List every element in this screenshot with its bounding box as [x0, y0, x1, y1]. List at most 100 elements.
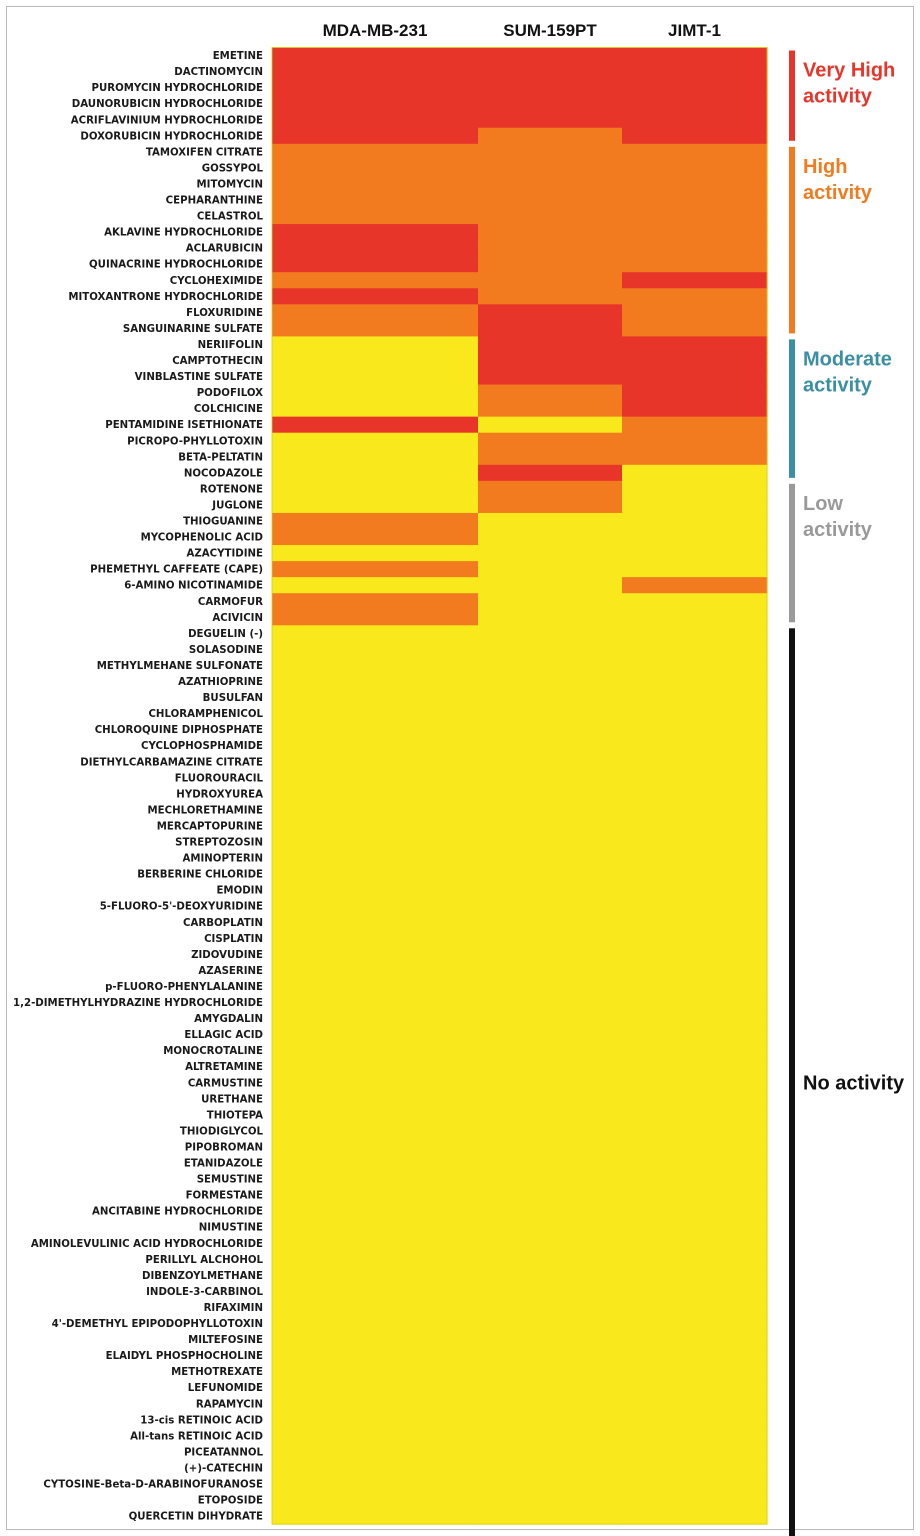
column-header: JIMT-1 — [668, 21, 721, 40]
heatmap-cell — [478, 962, 623, 979]
heatmap-cell — [478, 673, 623, 691]
heatmap-cell — [272, 1058, 479, 1076]
heatmap-cell — [622, 705, 768, 723]
heatmap-cell — [622, 1154, 768, 1172]
drug-label: DIBENZOYLMETHANE — [142, 1271, 263, 1282]
drug-label: ZIDOVUDINE — [191, 950, 263, 961]
heatmap-cell — [478, 224, 623, 241]
heatmap-cell — [272, 304, 479, 321]
heatmap-cell — [272, 63, 479, 81]
heatmap-cell — [622, 1395, 768, 1413]
column-header: MDA-MB-231 — [323, 21, 428, 40]
heatmap-cell — [478, 625, 623, 642]
drug-label: DEGUELIN (-) — [188, 629, 263, 640]
heatmap-cell — [622, 496, 768, 514]
drug-label: ELAIDYL PHOSPHOCHOLINE — [106, 1351, 263, 1362]
drug-label: LEFUNOMIDE — [188, 1383, 263, 1394]
activity-bracket — [789, 483, 795, 623]
heatmap-cell — [478, 1299, 623, 1317]
drug-label: 13-cis RETINOIC ACID — [140, 1415, 263, 1426]
activity-bracket — [789, 50, 795, 141]
heatmap-cell — [478, 1363, 623, 1381]
heatmap-cell — [272, 962, 479, 979]
heatmap-cell — [272, 1042, 479, 1060]
drug-label: RAPAMYCIN — [196, 1399, 263, 1410]
heatmap-cell — [622, 1299, 768, 1317]
heatmap-cell — [272, 1347, 479, 1365]
heatmap-cell — [478, 946, 623, 963]
activity-bracket — [789, 146, 795, 334]
heatmap-cell — [622, 737, 768, 755]
heatmap-cell — [478, 1331, 623, 1349]
heatmap-cell — [622, 1010, 768, 1028]
drug-label: QUERCETIN DIHYDRATE — [129, 1512, 263, 1523]
drug-label: PENTAMIDINE ISETHIONATE — [105, 420, 263, 431]
heatmap-cell — [478, 737, 623, 755]
heatmap-cell — [478, 432, 623, 450]
heatmap-cell — [272, 1026, 479, 1044]
heatmap-cell — [622, 994, 768, 1012]
drug-label: PHEMETHYL CAFFEATE (CAPE) — [90, 565, 263, 576]
heatmap-cell — [622, 833, 768, 851]
drug-label: AMYGDALIN — [194, 1014, 263, 1025]
heatmap-cell — [272, 208, 479, 225]
heatmap-cell — [478, 577, 623, 594]
heatmap-cell — [478, 159, 623, 177]
heatmap-cell — [622, 946, 768, 963]
heatmap-cell — [272, 256, 479, 273]
heatmap-cell — [272, 1427, 479, 1445]
heatmap-cell — [272, 432, 479, 450]
heatmap-cell — [272, 1106, 479, 1124]
drug-label: SOLASODINE — [189, 645, 263, 656]
heatmap-cell — [478, 336, 623, 354]
heatmap-cell — [272, 1283, 479, 1300]
heatmap-cell — [272, 175, 479, 193]
heatmap-cell — [272, 1475, 479, 1493]
heatmap-cell — [478, 1267, 623, 1284]
drug-label: RIFAXIMIN — [204, 1303, 263, 1314]
heatmap-cell — [272, 593, 479, 610]
heatmap-cell — [272, 801, 479, 819]
drug-label: CEPHARANTHINE — [166, 196, 263, 207]
heatmap-cell — [478, 1427, 623, 1445]
heatmap-cell — [478, 79, 623, 97]
drug-label: TAMOXIFEN CITRATE — [146, 147, 263, 158]
heatmap-cell — [622, 898, 768, 915]
heatmap-cell — [478, 256, 623, 273]
heatmap-cell — [622, 657, 768, 675]
heatmap-cell — [622, 1508, 768, 1525]
heatmap-cell — [622, 368, 768, 386]
heatmap-cell — [478, 384, 623, 402]
heatmap-cell — [272, 1251, 479, 1268]
heatmap-cell — [622, 962, 768, 979]
heatmap-cell — [272, 577, 479, 594]
heatmap-cell — [478, 898, 623, 915]
heatmap-cell — [272, 769, 479, 787]
column-header: SUM-159PT — [503, 21, 597, 40]
heatmap-cell — [272, 1508, 479, 1525]
heatmap-cell — [478, 288, 623, 305]
heatmap-cell — [272, 352, 479, 370]
heatmap-cell — [272, 95, 479, 113]
activity-level-label: Low — [803, 493, 843, 515]
heatmap-cell — [622, 689, 768, 707]
activity-level-label: activity — [803, 374, 873, 396]
heatmap-cell — [478, 95, 623, 113]
heatmap-cell — [272, 1122, 479, 1140]
drug-label: (+)-CATECHIN — [184, 1463, 263, 1474]
drug-label: CARMOFUR — [198, 597, 263, 608]
heatmap-cell — [272, 1267, 479, 1284]
heatmap-cell — [478, 208, 623, 225]
drug-label: HYDROXYUREA — [176, 789, 263, 800]
heatmap-cell — [622, 1058, 768, 1076]
drug-label: QUINACRINE HYDROCHLORIDE — [89, 260, 263, 271]
drug-label: FLOXURIDINE — [186, 308, 263, 319]
heatmap-cell — [478, 801, 623, 819]
heatmap-cell — [272, 240, 479, 257]
heatmap-cell — [272, 1010, 479, 1028]
activity-level-label: High — [803, 156, 847, 178]
heatmap-cell — [622, 529, 768, 546]
drug-label: CHLOROQUINE DIPHOSPHATE — [95, 725, 263, 736]
heatmap-cell — [272, 930, 479, 947]
activity-bracket — [789, 339, 795, 478]
